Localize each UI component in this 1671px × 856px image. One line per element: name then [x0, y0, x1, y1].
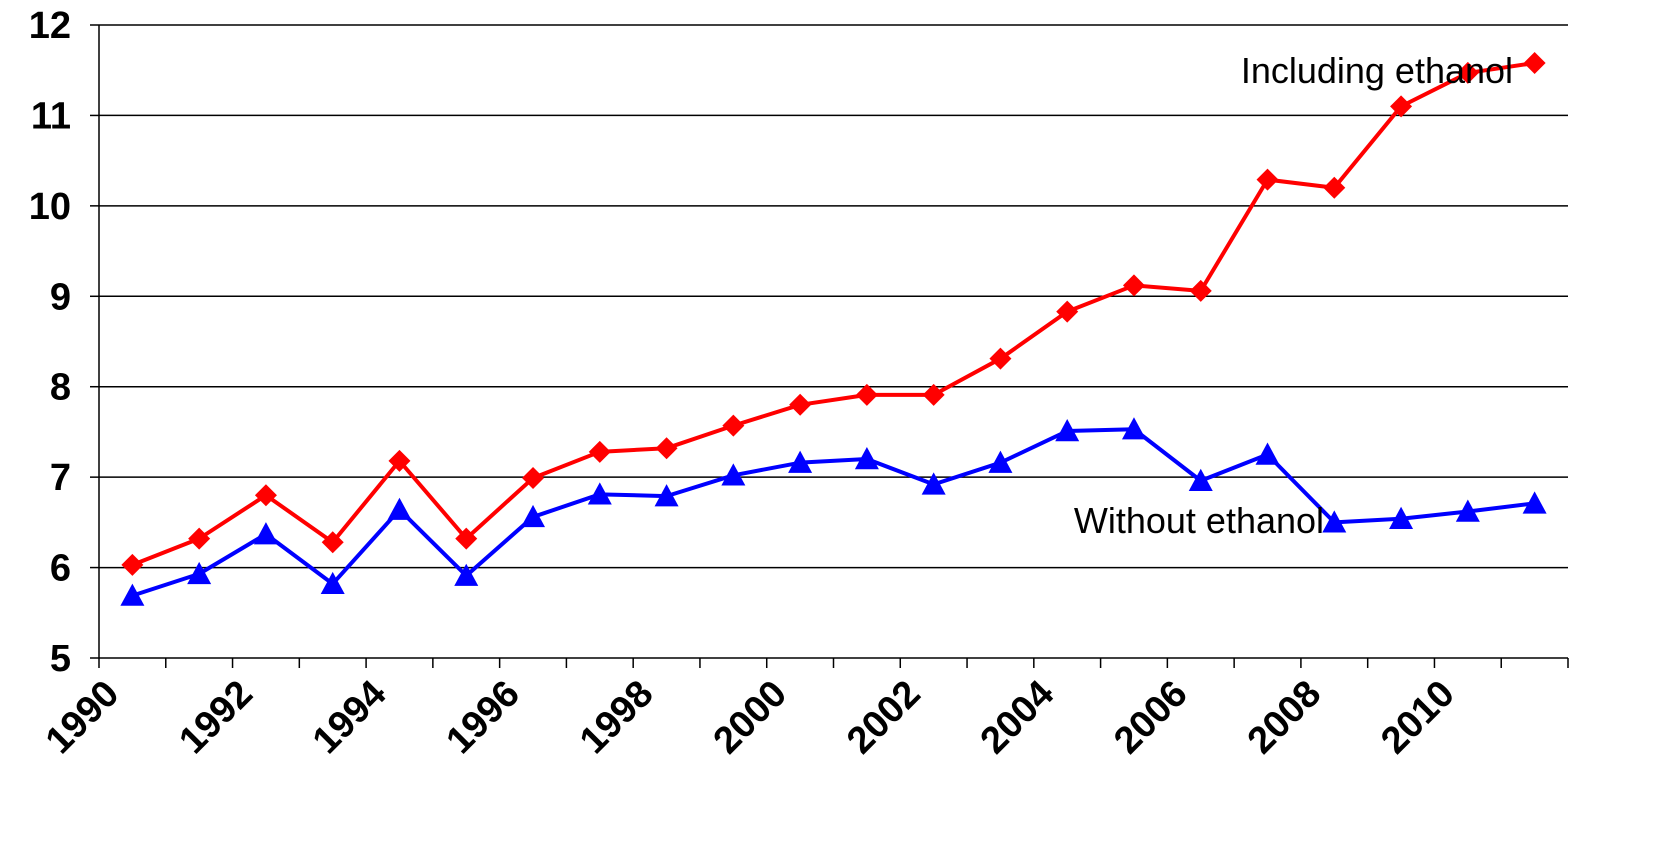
- data-point: [121, 553, 144, 576]
- data-point: [1189, 279, 1212, 302]
- data-point: [522, 467, 545, 490]
- data-point: [455, 527, 478, 550]
- y-tick-label: 6: [50, 548, 71, 590]
- data-point: [989, 347, 1012, 370]
- x-tick-label: 2000: [706, 673, 795, 762]
- data-point: [1323, 176, 1346, 199]
- data-point: [1523, 51, 1546, 74]
- data-point: [988, 450, 1013, 473]
- data-point: [588, 440, 611, 463]
- x-tick-label: 1994: [305, 673, 394, 762]
- data-point: [1455, 499, 1480, 522]
- data-point: [1389, 506, 1414, 529]
- series-annotation: Without ethanol: [1074, 500, 1324, 541]
- annotation-layer: Including ethanol Without ethanol: [1074, 50, 1513, 541]
- x-axis: 1990 1992 1994 1996 1998 2000 2002 2004 2006 2008…: [38, 657, 1569, 762]
- grid-lines: [99, 24, 1568, 569]
- y-tick-label: 11: [31, 95, 71, 137]
- data-point: [1188, 468, 1213, 491]
- x-tick-label: 2004: [973, 673, 1062, 762]
- data-point: [788, 450, 813, 473]
- x-tick-label: 1998: [572, 673, 661, 762]
- y-tick-label: 12: [29, 5, 71, 47]
- data-point: [1255, 442, 1280, 465]
- data-point: [1121, 417, 1146, 440]
- y-tick-label: 8: [50, 367, 71, 409]
- data-point: [187, 561, 212, 585]
- data-point: [721, 463, 746, 486]
- data-point: [1456, 61, 1479, 84]
- data-point: [388, 449, 411, 472]
- x-tick-label: 2002: [839, 673, 928, 762]
- data-point: [188, 527, 211, 550]
- data-point: [253, 522, 278, 545]
- data-point: [1390, 95, 1413, 118]
- data-point: [921, 472, 946, 495]
- data-point: [922, 383, 945, 406]
- y-tick-label: 5: [50, 638, 71, 680]
- data-point: [1122, 274, 1145, 297]
- series-line: [131, 61, 1535, 567]
- series-without-ethanol: [120, 417, 1547, 606]
- x-tick-label: 1990: [38, 673, 127, 762]
- x-tick-label: 2010: [1373, 673, 1462, 762]
- series-including-ethanol: [121, 51, 1546, 576]
- data-point: [321, 531, 344, 554]
- data-point: [120, 583, 145, 606]
- data-point: [254, 484, 277, 507]
- data-point: [1256, 168, 1279, 191]
- series-layer: [120, 51, 1547, 606]
- x-tick-label: 2008: [1240, 673, 1329, 762]
- y-tick-label: 10: [29, 186, 71, 228]
- data-point: [387, 497, 412, 520]
- x-tick-label: 2006: [1106, 673, 1195, 762]
- data-point: [320, 571, 345, 595]
- data-point: [1055, 419, 1080, 442]
- series-annotation: Including ethanol: [1241, 50, 1513, 91]
- data-point: [654, 484, 679, 507]
- data-point: [1322, 510, 1347, 533]
- series-line: [131, 427, 1535, 598]
- x-tick-label: 1996: [439, 673, 528, 762]
- data-point: [454, 563, 479, 586]
- data-point: [1522, 491, 1547, 514]
- data-point: [655, 437, 678, 460]
- y-tick-label: 7: [50, 457, 71, 499]
- x-tick-label: 1992: [171, 673, 260, 762]
- data-point: [587, 482, 612, 505]
- data-point: [521, 504, 546, 528]
- y-tick-label: 9: [50, 276, 71, 318]
- data-point: [1056, 300, 1079, 323]
- data-point: [855, 383, 878, 406]
- data-point: [722, 414, 745, 437]
- y-axis: 5 6 7 8 9 10 11 12: [29, 5, 100, 680]
- data-point: [854, 447, 879, 470]
- data-point: [789, 393, 812, 416]
